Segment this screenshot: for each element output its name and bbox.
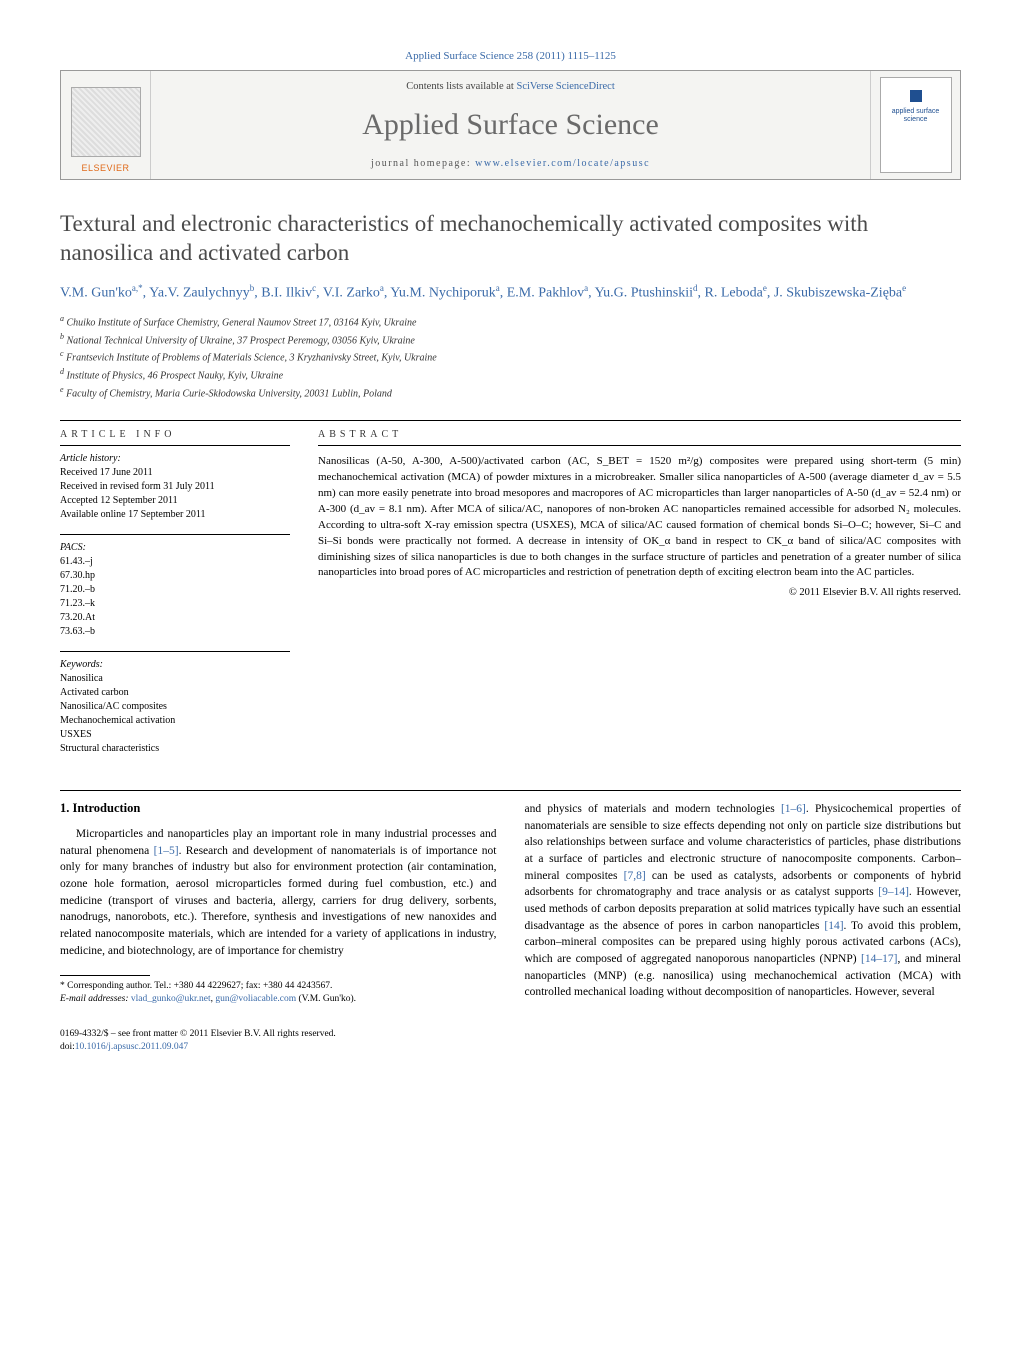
homepage-line: journal homepage: www.elsevier.com/locat…: [159, 158, 862, 169]
citation-link[interactable]: [14–17]: [861, 953, 897, 965]
pacs-item: 71.20.–b: [60, 583, 290, 597]
banner-center: Contents lists available at SciVerse Sci…: [151, 71, 870, 179]
affiliation-line: e Faculty of Chemistry, Maria Curie-Skło…: [60, 384, 961, 402]
pacs-label: PACS:: [60, 541, 290, 555]
elsevier-tree-icon: [71, 87, 141, 157]
cover-text: applied surface science: [881, 108, 951, 123]
doi-link[interactable]: 10.1016/j.apsusc.2011.09.047: [75, 1042, 188, 1052]
journal-title: Applied Surface Science: [159, 108, 862, 142]
publisher-block: ELSEVIER: [61, 71, 151, 179]
pacs-item: 73.20.At: [60, 611, 290, 625]
publisher-name: ELSEVIER: [81, 163, 129, 173]
citation-link[interactable]: [1–6]: [781, 803, 806, 815]
pacs-block: PACS: 61.43.–j67.30.hp71.20.–b71.23.–k73…: [60, 534, 290, 639]
keyword-item: Structural characteristics: [60, 742, 290, 756]
homepage-prefix: journal homepage:: [371, 158, 475, 169]
doi-prefix: doi:: [60, 1042, 75, 1052]
email-link-2[interactable]: gun@voliacable.com: [215, 994, 296, 1004]
pacs-item: 71.23.–k: [60, 597, 290, 611]
keywords-block: Keywords: NanosilicaActivated carbonNano…: [60, 651, 290, 756]
cover-thumbnail: applied surface science: [880, 77, 952, 173]
citation-link[interactable]: [1–5]: [154, 845, 179, 857]
abstract-copyright: © 2011 Elsevier B.V. All rights reserved…: [318, 587, 961, 598]
citation-link[interactable]: [14]: [824, 920, 843, 932]
authors-line: V.M. Gun'koa,*, Ya.V. Zaulychnyyb, B.I. …: [60, 282, 961, 303]
corr-author-line: * Corresponding author. Tel.: +380 44 42…: [60, 980, 497, 993]
affiliation-line: b National Technical University of Ukrai…: [60, 331, 961, 349]
body-text-right: and physics of materials and modern tech…: [525, 801, 962, 1001]
section-1-heading: 1. Introduction: [60, 801, 497, 816]
cover-thumb-block: applied surface science: [870, 71, 960, 179]
journal-banner: ELSEVIER Contents lists available at Sci…: [60, 70, 961, 180]
abstract-text: Nanosilicas (A-50, A-300, A-500)/activat…: [318, 445, 961, 582]
pacs-item: 73.63.–b: [60, 625, 290, 639]
article-info-column: article info Article history: Received 1…: [60, 421, 290, 768]
corresponding-footnote: * Corresponding author. Tel.: +380 44 42…: [60, 980, 497, 1006]
citation-link[interactable]: [7,8]: [624, 870, 646, 882]
email-label: E-mail addresses:: [60, 994, 129, 1004]
issn-doi-block: 0169-4332/$ – see front matter © 2011 El…: [60, 1028, 497, 1054]
footnote-rule: [60, 975, 150, 976]
affiliation-line: c Frantsevich Institute of Problems of M…: [60, 348, 961, 366]
email-tail: (V.M. Gun'ko).: [296, 994, 356, 1004]
running-header: Applied Surface Science 258 (2011) 1115–…: [60, 50, 961, 62]
keyword-item: Nanosilica: [60, 672, 290, 686]
keywords-label: Keywords:: [60, 658, 290, 672]
body-text-left: Microparticles and nanoparticles play an…: [60, 826, 497, 959]
keyword-item: Activated carbon: [60, 686, 290, 700]
affiliation-line: a Chuiko Institute of Surface Chemistry,…: [60, 313, 961, 331]
issn-line: 0169-4332/$ – see front matter © 2011 El…: [60, 1028, 497, 1041]
affiliations-block: a Chuiko Institute of Surface Chemistry,…: [60, 313, 961, 402]
affiliation-line: d Institute of Physics, 46 Prospect Nauk…: [60, 366, 961, 384]
history-item: Available online 17 September 2011: [60, 508, 290, 522]
keyword-item: Mechanochemical activation: [60, 714, 290, 728]
history-item: Accepted 12 September 2011: [60, 494, 290, 508]
article-title: Textural and electronic characteristics …: [60, 210, 961, 268]
article-info-heading: article info: [60, 421, 290, 445]
homepage-link[interactable]: www.elsevier.com/locate/apsusc: [475, 158, 650, 169]
sciencedirect-link[interactable]: SciVerse ScienceDirect: [516, 81, 614, 92]
pacs-item: 67.30.hp: [60, 569, 290, 583]
contents-prefix: Contents lists available at: [406, 81, 516, 92]
history-label: Article history:: [60, 452, 290, 466]
history-item: Received 17 June 2011: [60, 466, 290, 480]
keyword-item: USXES: [60, 728, 290, 742]
abstract-heading: abstract: [318, 421, 961, 445]
contents-line: Contents lists available at SciVerse Sci…: [159, 81, 862, 92]
history-item: Received in revised form 31 July 2011: [60, 480, 290, 494]
cover-square-icon: [910, 90, 922, 102]
citation-link[interactable]: [9–14]: [878, 886, 909, 898]
body-column-left: 1. Introduction Microparticles and nanop…: [60, 801, 497, 1054]
pacs-item: 61.43.–j: [60, 555, 290, 569]
abstract-column: abstract Nanosilicas (A-50, A-300, A-500…: [318, 421, 961, 768]
email-link-1[interactable]: vlad_gunko@ukr.net: [131, 994, 211, 1004]
body-column-right: and physics of materials and modern tech…: [525, 801, 962, 1054]
divider: [60, 790, 961, 791]
keyword-item: Nanosilica/AC composites: [60, 700, 290, 714]
article-history-block: Article history: Received 17 June 2011Re…: [60, 445, 290, 522]
